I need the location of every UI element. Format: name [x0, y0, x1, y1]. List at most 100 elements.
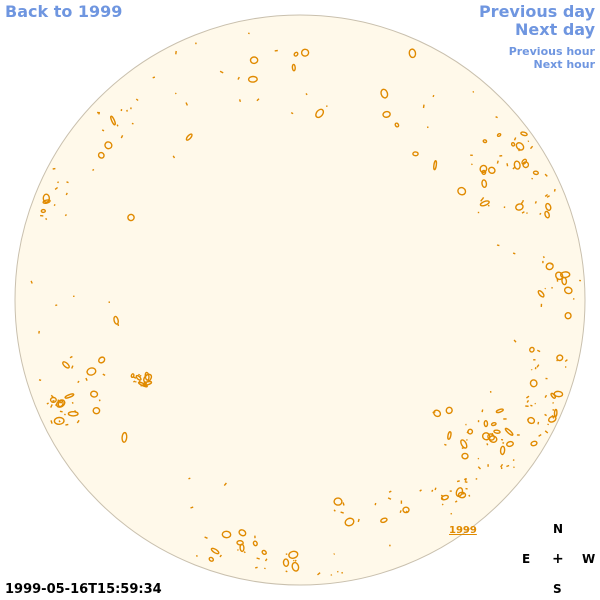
contour-mark: [461, 446, 465, 449]
contour-mark: [110, 115, 116, 126]
compass-west: W: [582, 552, 596, 566]
contour-mark: [433, 160, 438, 171]
contour-mark: [529, 145, 534, 150]
contour-mark: [506, 440, 514, 448]
contour-mark: [86, 367, 97, 376]
contour-mark: [441, 497, 444, 500]
contour-mark: [49, 396, 57, 404]
contour-mark: [547, 423, 550, 426]
contour-mark: [493, 429, 501, 434]
contour-mark: [479, 164, 488, 174]
year-link[interactable]: 1999: [449, 525, 477, 536]
contour-mark: [553, 408, 558, 418]
contour-mark: [496, 244, 500, 247]
contour-mark: [454, 500, 458, 503]
contour-mark: [74, 409, 77, 414]
contour-mark: [120, 135, 124, 139]
contour-mark: [104, 141, 113, 150]
contour-mark: [255, 566, 258, 569]
contour-mark: [456, 480, 460, 483]
contour-mark: [433, 409, 442, 418]
contour-mark: [529, 379, 538, 388]
contour-mark: [333, 497, 343, 506]
contour-mark: [132, 376, 137, 379]
contour-mark: [261, 549, 267, 555]
contour-mark: [42, 199, 51, 204]
contour-mark: [513, 160, 521, 170]
back-to-year-link[interactable]: Back to 1999: [5, 2, 123, 21]
contour-mark: [54, 186, 59, 190]
contour-mark: [441, 503, 444, 506]
next-hour-link[interactable]: Next hour: [533, 58, 596, 71]
contour-mark: [90, 390, 99, 398]
contour-mark: [174, 92, 177, 95]
contour-mark: [57, 400, 64, 408]
contour-mark: [247, 75, 258, 83]
contour-mark: [551, 286, 553, 289]
contour-mark: [185, 133, 193, 141]
solar-disk: [14, 14, 586, 586]
contour-mark: [113, 315, 119, 325]
contour-mark: [62, 361, 70, 369]
contour-mark: [300, 48, 310, 57]
contour-mark: [544, 287, 547, 290]
contour-mark: [223, 482, 227, 487]
contour-mark: [550, 392, 557, 399]
contour-mark: [66, 181, 69, 184]
contour-mark: [512, 459, 515, 462]
contour-mark: [98, 356, 106, 364]
contour-mark: [539, 212, 542, 216]
contour-mark: [496, 160, 499, 164]
contour-mark: [450, 512, 453, 515]
contour-mark: [69, 355, 73, 359]
contour-mark: [333, 509, 336, 512]
contour-mark: [58, 420, 61, 423]
contour-mark: [544, 430, 549, 434]
contour-mark: [92, 406, 101, 415]
contour-mark: [481, 197, 485, 200]
contour-mark: [506, 464, 510, 468]
contour-mark: [444, 443, 447, 446]
contour-mark: [445, 406, 453, 415]
contour-mark: [544, 413, 547, 417]
contour-mark: [64, 214, 67, 217]
contour-mark: [537, 421, 540, 425]
contour-mark: [513, 339, 517, 343]
contour-mark: [512, 252, 516, 255]
contour-mark: [282, 558, 290, 567]
contour-mark: [38, 379, 42, 381]
previous-day-link[interactable]: Previous day: [478, 2, 595, 21]
contour-mark: [50, 394, 54, 398]
contour-mark: [534, 402, 537, 405]
compass-center: +: [552, 551, 564, 567]
contour-mark: [264, 558, 268, 562]
contour-mark: [487, 204, 490, 207]
contour-mark: [513, 466, 515, 469]
contour-mark: [252, 540, 258, 547]
contour-mark: [238, 529, 247, 537]
contour-mark: [532, 170, 539, 176]
contour-mark: [530, 440, 538, 447]
contour-mark: [520, 131, 528, 137]
contour-mark: [236, 539, 244, 546]
contour-mark: [546, 195, 550, 198]
contour-mark: [513, 137, 517, 141]
contour-mark: [480, 198, 483, 202]
contour-mark: [510, 141, 516, 147]
contour-mark: [357, 518, 360, 523]
contour-mark: [65, 192, 68, 196]
contour-mark: [534, 367, 537, 370]
contour-mark: [64, 393, 75, 399]
contour-mark: [30, 280, 33, 284]
contour-mark: [496, 132, 502, 138]
contour-mark: [256, 98, 260, 102]
contour-mark: [293, 51, 299, 57]
contour-mark: [515, 142, 525, 151]
contour-mark: [495, 408, 504, 414]
next-day-link[interactable]: Next day: [515, 20, 595, 39]
previous-hour-link[interactable]: Previous hour: [508, 45, 595, 58]
contour-mark: [291, 561, 300, 572]
contour-mark: [460, 439, 468, 449]
contour-mark: [553, 390, 564, 398]
